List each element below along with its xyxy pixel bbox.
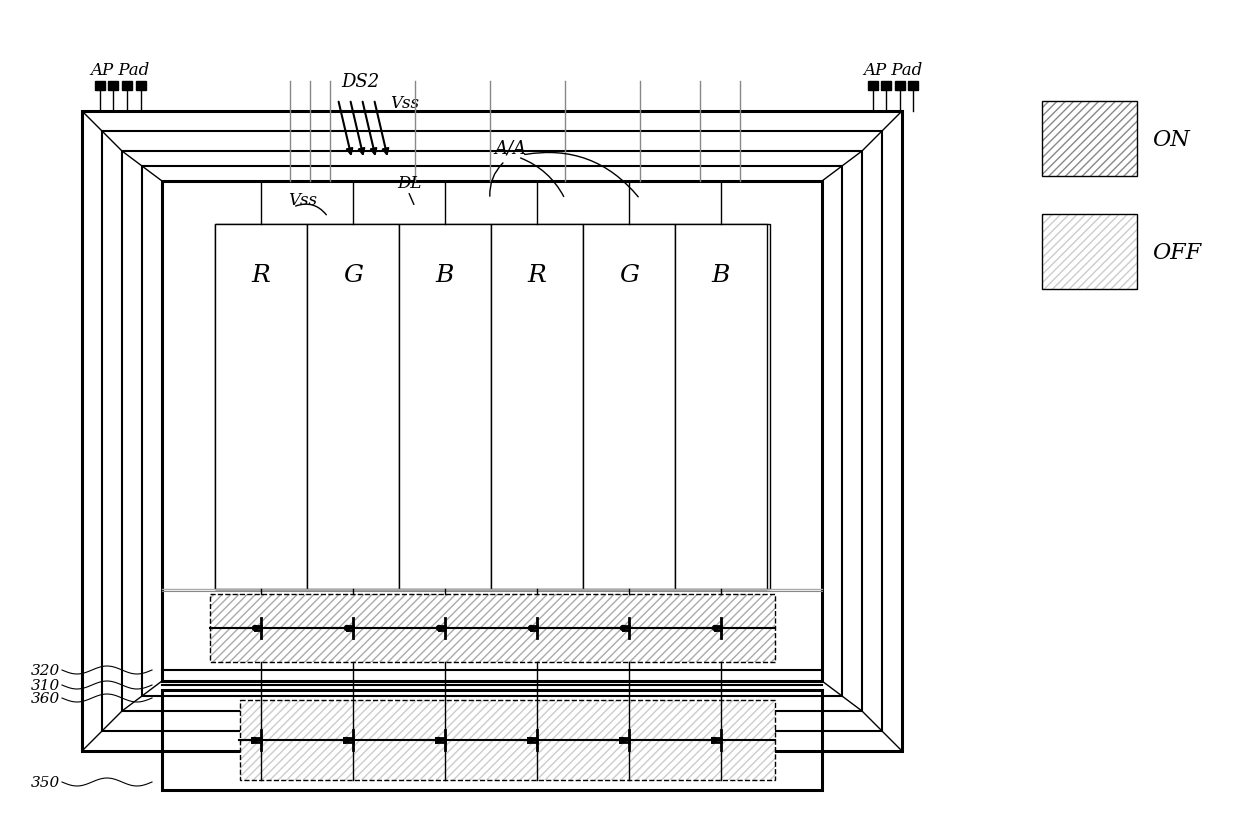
- Bar: [95, 82, 105, 91]
- Bar: [122, 152, 862, 711]
- Text: DL: DL: [397, 174, 422, 191]
- Bar: [108, 82, 118, 91]
- Bar: [136, 82, 146, 91]
- Text: A/A: A/A: [494, 139, 526, 157]
- Circle shape: [252, 737, 257, 742]
- Circle shape: [253, 626, 258, 630]
- Bar: [162, 181, 822, 681]
- Circle shape: [713, 626, 718, 630]
- Bar: [1042, 102, 1137, 176]
- Circle shape: [712, 737, 717, 742]
- Text: Vss: Vss: [288, 191, 317, 208]
- Circle shape: [345, 626, 350, 630]
- Text: OFF: OFF: [1152, 242, 1202, 263]
- Text: B: B: [712, 263, 730, 286]
- Bar: [215, 225, 308, 589]
- Text: 320: 320: [31, 663, 60, 677]
- Circle shape: [528, 737, 533, 742]
- Bar: [82, 112, 901, 751]
- Bar: [583, 225, 675, 589]
- Text: R: R: [527, 263, 547, 286]
- Bar: [908, 82, 918, 91]
- Circle shape: [620, 737, 625, 742]
- Circle shape: [436, 737, 441, 742]
- Bar: [1042, 102, 1137, 176]
- Bar: [210, 594, 775, 662]
- Bar: [868, 82, 878, 91]
- Circle shape: [343, 737, 348, 742]
- Bar: [162, 691, 822, 790]
- Text: G: G: [619, 263, 639, 286]
- Text: Vss: Vss: [391, 94, 419, 111]
- Bar: [143, 167, 842, 696]
- Bar: [308, 225, 399, 589]
- Text: 310: 310: [31, 678, 60, 692]
- Text: DS2: DS2: [341, 73, 379, 91]
- Text: AP Pad: AP Pad: [91, 61, 150, 79]
- Bar: [880, 82, 892, 91]
- Circle shape: [436, 626, 441, 630]
- Bar: [210, 594, 775, 662]
- Bar: [491, 225, 583, 589]
- Text: AP Pad: AP Pad: [863, 61, 923, 79]
- Bar: [215, 225, 770, 589]
- Bar: [399, 225, 491, 589]
- Bar: [241, 701, 775, 780]
- Bar: [1042, 215, 1137, 289]
- Circle shape: [528, 626, 533, 630]
- Bar: [241, 701, 775, 780]
- Bar: [1042, 102, 1137, 176]
- Bar: [241, 701, 775, 780]
- Bar: [102, 132, 882, 731]
- Bar: [122, 82, 131, 91]
- Bar: [675, 225, 768, 589]
- Text: B: B: [435, 263, 454, 286]
- Text: 360: 360: [31, 691, 60, 705]
- Bar: [210, 594, 775, 662]
- Circle shape: [620, 626, 625, 630]
- Text: 350: 350: [31, 775, 60, 789]
- Bar: [895, 82, 905, 91]
- Text: G: G: [343, 263, 363, 286]
- Bar: [1042, 215, 1137, 289]
- Text: ON: ON: [1152, 129, 1189, 150]
- Text: R: R: [252, 263, 270, 286]
- Bar: [1042, 215, 1137, 289]
